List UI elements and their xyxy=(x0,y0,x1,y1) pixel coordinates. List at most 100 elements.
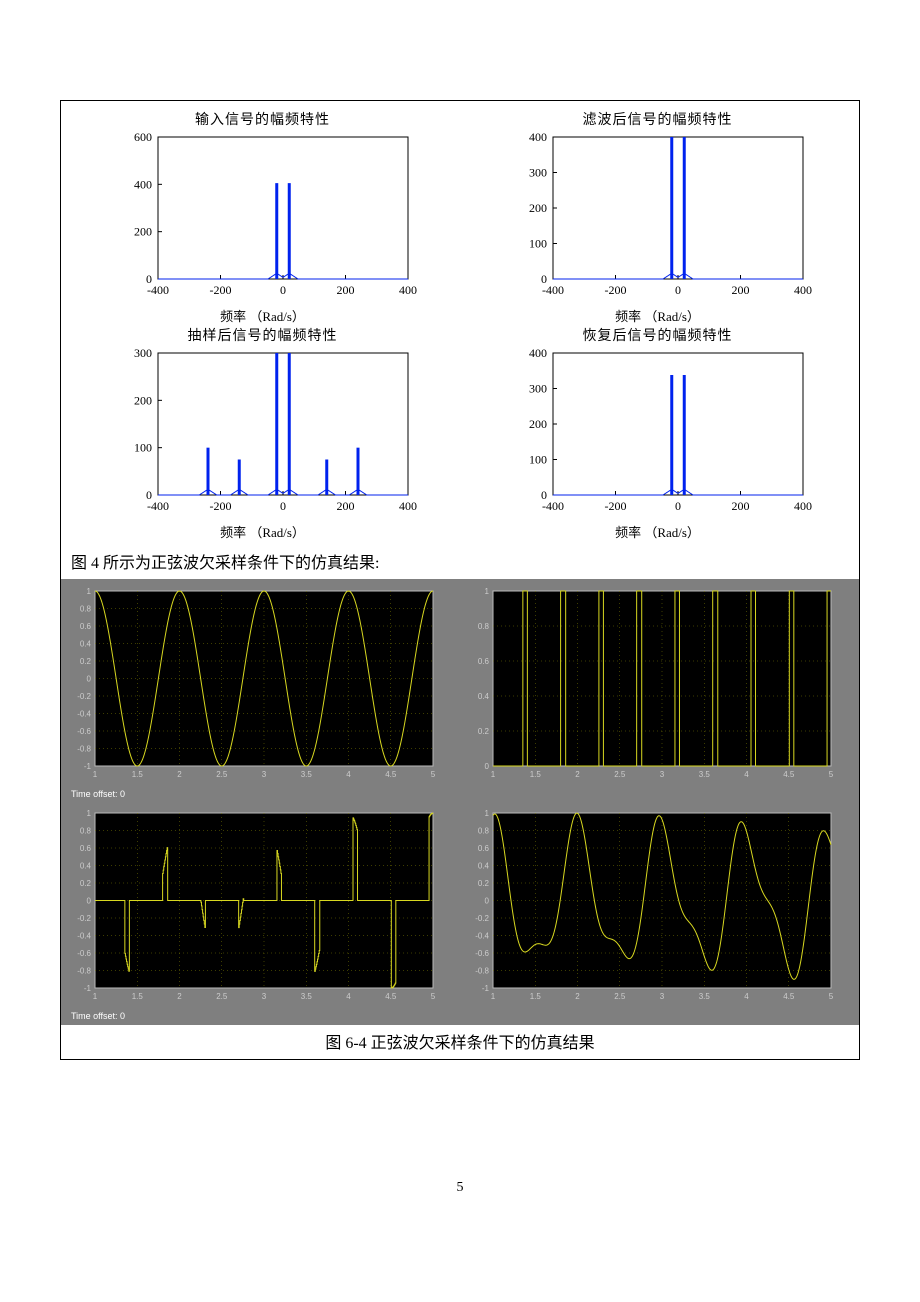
svg-text:400: 400 xyxy=(399,283,417,297)
svg-text:0: 0 xyxy=(87,897,92,906)
svg-text:4.5: 4.5 xyxy=(783,992,795,1001)
svg-text:-0.8: -0.8 xyxy=(77,745,91,754)
scope-panel-2: -1-0.8-0.6-0.4-0.200.20.40.60.8111.522.5… xyxy=(67,809,455,1021)
svg-text:-0.2: -0.2 xyxy=(77,692,91,701)
svg-text:-200: -200 xyxy=(209,499,231,513)
svg-text:200: 200 xyxy=(529,201,547,215)
svg-text:-0.6: -0.6 xyxy=(77,727,91,736)
figure-caption: 图 6-4 正弦波欠采样条件下的仿真结果 xyxy=(61,1025,859,1059)
svg-text:1.5: 1.5 xyxy=(530,770,542,779)
scope-time-offset-label: Time offset: 0 xyxy=(71,789,455,799)
svg-text:0.4: 0.4 xyxy=(80,862,92,871)
spectrum-chart: 0100200300400-400-2000200400 xyxy=(503,131,813,301)
svg-text:600: 600 xyxy=(134,131,152,144)
svg-text:200: 200 xyxy=(529,417,547,431)
svg-text:200: 200 xyxy=(134,225,152,239)
svg-text:0.8: 0.8 xyxy=(478,622,490,631)
svg-text:4: 4 xyxy=(346,992,351,1001)
svg-text:0.6: 0.6 xyxy=(478,657,490,666)
svg-text:0: 0 xyxy=(675,283,681,297)
spectrum-panel-2: 抽样后信号的幅频特性0100200300-400-2000200400频率 （R… xyxy=(65,325,460,541)
spectrum-grid: 输入信号的幅频特性 0 200 400 600 -400 -200 0 200 400 频率 （Ra… xyxy=(61,101,859,545)
svg-text:0: 0 xyxy=(280,283,286,297)
spectrum-panel-1: 滤波后信号的幅频特性0100200300400-400-2000200400频率… xyxy=(460,109,855,325)
svg-text:4.5: 4.5 xyxy=(385,992,397,1001)
svg-text:2: 2 xyxy=(575,770,580,779)
svg-text:0.8: 0.8 xyxy=(80,605,92,614)
svg-text:0: 0 xyxy=(280,499,286,513)
svg-text:4.5: 4.5 xyxy=(385,770,397,779)
spectrum-title: 恢复后信号的幅频特性 xyxy=(460,325,855,345)
spectrum-xlabel: 频率 （Rad/s） xyxy=(460,306,855,325)
scope-grid: -1 -0.8 -0.6 -0.4 -0.2 0 0.2 0.4 0.6 0.8 1 1 1.5 2 2.5… xyxy=(67,587,853,1021)
svg-text:200: 200 xyxy=(134,393,152,407)
body-text: 图 4 所示为正弦波欠采样条件下的仿真结果: xyxy=(61,545,859,579)
svg-text:1: 1 xyxy=(87,587,92,596)
svg-text:0.4: 0.4 xyxy=(478,862,490,871)
svg-text:-400: -400 xyxy=(542,499,564,513)
svg-text:1: 1 xyxy=(93,770,98,779)
svg-text:-0.4: -0.4 xyxy=(77,932,91,941)
svg-text:0.2: 0.2 xyxy=(80,879,92,888)
spectrum-chart: 0100200300400-400-2000200400 xyxy=(503,347,813,517)
svg-text:1.5: 1.5 xyxy=(132,992,144,1001)
svg-text:-400: -400 xyxy=(147,499,169,513)
svg-text:1: 1 xyxy=(491,770,496,779)
svg-text:0.8: 0.8 xyxy=(478,827,490,836)
scope-panel-1: 00.20.40.60.8111.522.533.544.55 xyxy=(465,587,853,799)
svg-text:4: 4 xyxy=(346,770,351,779)
svg-text:200: 200 xyxy=(336,499,354,513)
svg-text:2: 2 xyxy=(575,992,580,1001)
svg-text:-1: -1 xyxy=(482,984,490,993)
spectrum-xlabel: 频率 （Rad/s） xyxy=(65,522,460,541)
spectrum-title: 抽样后信号的幅频特性 xyxy=(65,325,460,345)
scope-chart: -1-0.8-0.6-0.4-0.200.20.40.60.8111.522.5… xyxy=(465,809,835,1004)
svg-text:5: 5 xyxy=(431,992,436,1001)
svg-text:0: 0 xyxy=(675,499,681,513)
svg-text:-0.4: -0.4 xyxy=(475,932,489,941)
svg-text:-200: -200 xyxy=(604,283,626,297)
spectrum-chart: 0200400600-400-2000200400 xyxy=(108,131,418,301)
svg-text:2.5: 2.5 xyxy=(614,770,626,779)
spectrum-chart: 0100200300-400-2000200400 xyxy=(108,347,418,517)
svg-text:5: 5 xyxy=(829,992,834,1001)
svg-text:-200: -200 xyxy=(209,283,231,297)
svg-text:-400: -400 xyxy=(542,283,564,297)
svg-text:4: 4 xyxy=(744,992,749,1001)
svg-text:200: 200 xyxy=(731,283,749,297)
scope-chart: -1-0.8-0.6-0.4-0.200.20.40.60.8111.522.5… xyxy=(67,809,437,1004)
svg-text:1: 1 xyxy=(485,587,490,596)
svg-text:300: 300 xyxy=(134,347,152,360)
scope-time-offset-label: Time offset: 0 xyxy=(71,1011,455,1021)
svg-text:2.5: 2.5 xyxy=(614,992,626,1001)
svg-text:2.5: 2.5 xyxy=(216,770,228,779)
svg-text:3: 3 xyxy=(262,770,267,779)
svg-text:2: 2 xyxy=(177,770,182,779)
scope-block: -1 -0.8 -0.6 -0.4 -0.2 0 0.2 0.4 0.6 0.8 1 1 1.5 2 2.5… xyxy=(61,579,859,1025)
spectrum-title: 输入信号的幅频特性 xyxy=(65,109,460,129)
svg-text:0.6: 0.6 xyxy=(80,622,92,631)
svg-text:3: 3 xyxy=(660,992,665,1001)
svg-text:-1: -1 xyxy=(84,984,92,993)
svg-text:2.5: 2.5 xyxy=(216,992,228,1001)
svg-text:3.5: 3.5 xyxy=(699,770,711,779)
svg-text:0.2: 0.2 xyxy=(80,657,92,666)
svg-text:2: 2 xyxy=(177,992,182,1001)
svg-text:400: 400 xyxy=(399,499,417,513)
svg-text:0: 0 xyxy=(87,675,92,684)
svg-text:0.2: 0.2 xyxy=(478,727,490,736)
spectrum-panel-3: 恢复后信号的幅频特性0100200300400-400-2000200400频率… xyxy=(460,325,855,541)
svg-text:1: 1 xyxy=(485,809,490,818)
svg-text:5: 5 xyxy=(431,770,436,779)
svg-text:4: 4 xyxy=(744,770,749,779)
spectrum-xlabel: 频率 （Rad/s） xyxy=(460,522,855,541)
figure-frame: 输入信号的幅频特性0200400600-400-2000200400频率 （Ra… xyxy=(60,100,860,1060)
svg-text:1: 1 xyxy=(491,992,496,1001)
svg-text:0.6: 0.6 xyxy=(80,844,92,853)
svg-text:100: 100 xyxy=(134,441,152,455)
svg-text:400: 400 xyxy=(529,131,547,144)
svg-text:3.5: 3.5 xyxy=(301,770,313,779)
svg-text:-0.2: -0.2 xyxy=(475,914,489,923)
svg-text:3: 3 xyxy=(660,770,665,779)
svg-text:-0.4: -0.4 xyxy=(77,710,91,719)
